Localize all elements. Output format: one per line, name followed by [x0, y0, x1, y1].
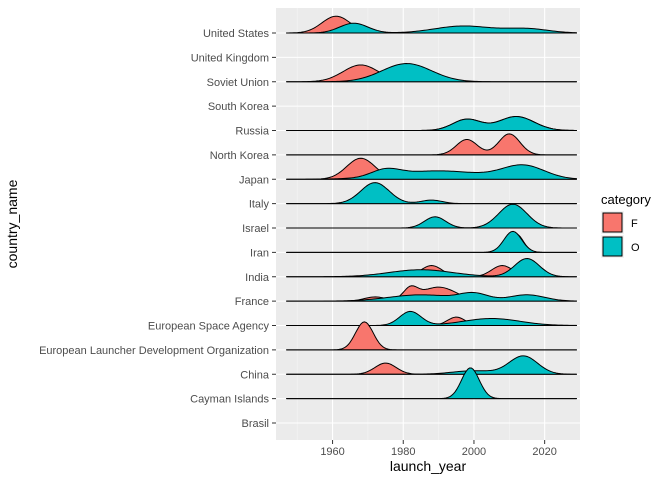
y-tick-label: Russia [235, 126, 270, 138]
ridge-european-launcher-development-organization [286, 321, 577, 351]
ridge-russia [286, 115, 577, 131]
ridge-china [286, 355, 577, 375]
ridges [286, 15, 577, 400]
ridge-iran [286, 230, 577, 253]
ridge-area-O [286, 63, 577, 83]
y-tick-label: Cayman Islands [190, 394, 269, 406]
ridge-area-O [286, 291, 577, 302]
x-tick-label: 2000 [462, 446, 486, 458]
ridge-united-states [286, 15, 577, 34]
legend-swatch-O [602, 236, 623, 257]
y-tick-label: South Korea [208, 101, 270, 113]
y-tick-label: Italy [249, 199, 270, 211]
ridge-area-O [286, 164, 577, 180]
ridge-italy [286, 182, 577, 205]
y-tick-label: United Kingdom [191, 52, 269, 64]
ridge-north-korea [286, 133, 577, 156]
ridge-area-O [286, 115, 577, 131]
ridge-area-O [286, 310, 577, 326]
legend: category FO [601, 192, 651, 258]
legend-label-F: F [631, 218, 638, 230]
y-tick-label: Iran [250, 247, 269, 259]
legend-label-O: O [631, 242, 640, 254]
ridge-area-O [286, 22, 577, 34]
ridge-israel [286, 203, 577, 229]
y-tick-label: Brasil [241, 418, 269, 430]
ridge-france [286, 285, 577, 302]
ridge-area-O [286, 355, 577, 375]
y-tick-label: European Launcher Development Organizati… [39, 345, 269, 357]
y-tick-label: Israel [242, 223, 269, 235]
x-tick-label: 1960 [320, 446, 344, 458]
y-tick-label: European Space Agency [148, 321, 270, 333]
y-tick-label: France [235, 296, 269, 308]
y-tick-label: Japan [239, 174, 269, 186]
x-axis-ticks: 1960 1980 2000 2020 [320, 440, 557, 458]
ridge-india [286, 258, 577, 278]
y-tick-label: North Korea [210, 150, 270, 162]
ridge-area-O [286, 258, 577, 278]
ridge-japan [286, 157, 577, 180]
ridge-cayman-islands [286, 367, 577, 400]
ridge-european-space-agency [286, 310, 577, 326]
ridge-area-O [286, 182, 577, 205]
legend-title: category [601, 192, 651, 207]
x-tick-label: 2020 [532, 446, 556, 458]
y-tick-label: Soviet Union [207, 77, 269, 89]
y-axis-ticks: United States United Kingdom Soviet Union S… [39, 28, 276, 430]
ridge-area-O [286, 203, 577, 229]
y-tick-label: United States [203, 28, 270, 40]
x-tick-label: 1980 [391, 446, 415, 458]
x-axis-title: launch_year [390, 458, 467, 474]
legend-swatch-F [602, 212, 623, 233]
y-axis-title: country_name [4, 179, 20, 268]
y-tick-label: China [240, 369, 270, 381]
ridge-area-O [286, 230, 577, 253]
ridge-area-O [286, 367, 577, 400]
ridge-soviet-union [286, 63, 577, 83]
y-tick-label: India [245, 272, 270, 284]
